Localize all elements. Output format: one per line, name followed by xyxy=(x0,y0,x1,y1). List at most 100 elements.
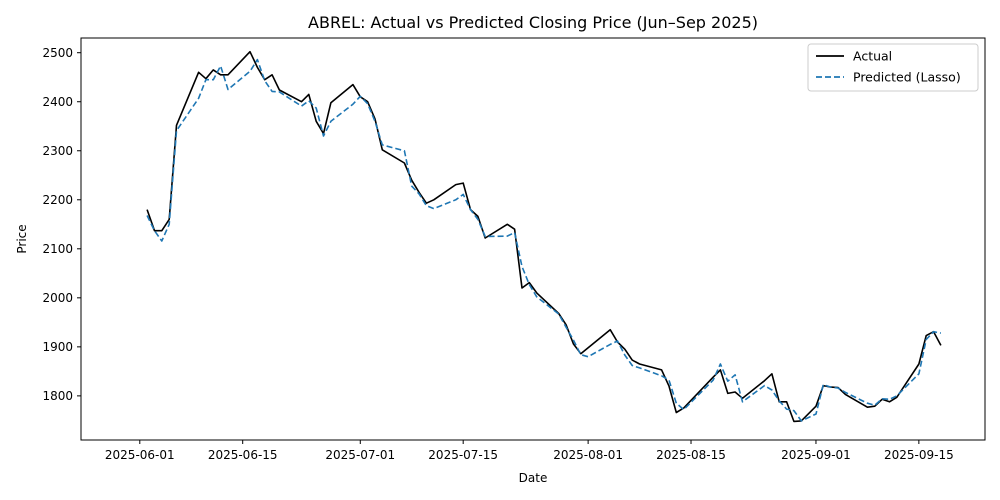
data-point xyxy=(161,230,163,232)
data-point xyxy=(683,409,685,411)
data-point xyxy=(580,354,582,356)
data-point xyxy=(536,296,538,298)
data-point xyxy=(558,313,560,315)
data-point xyxy=(315,120,317,122)
data-point xyxy=(521,287,523,289)
data-point xyxy=(462,194,464,196)
data-point xyxy=(742,401,744,403)
data-point xyxy=(506,235,508,237)
data-point xyxy=(257,59,259,61)
data-point xyxy=(227,74,229,76)
data-point xyxy=(477,216,479,218)
data-point xyxy=(426,205,428,207)
data-point xyxy=(514,228,516,230)
data-point xyxy=(418,193,420,195)
data-point xyxy=(639,367,641,369)
data-point xyxy=(521,266,523,268)
data-point xyxy=(528,282,530,284)
data-point xyxy=(198,71,200,73)
series-actual xyxy=(146,50,942,423)
data-point xyxy=(154,230,156,232)
data-point xyxy=(727,380,729,382)
x-tick-label: 2025-08-15 xyxy=(656,448,726,462)
y-tick-label: 2500 xyxy=(42,46,73,60)
data-point xyxy=(675,412,677,414)
data-point xyxy=(330,102,332,104)
x-tick-label: 2025-06-01 xyxy=(105,448,175,462)
data-point xyxy=(271,74,273,76)
data-point xyxy=(411,185,413,187)
x-axis: 2025-06-01 2025-06-15 2025-07-01 2025-07-15… xyxy=(105,440,954,462)
data-point xyxy=(573,343,575,345)
x-tick-label: 2025-08-01 xyxy=(553,448,623,462)
data-point xyxy=(565,326,567,328)
data-point xyxy=(212,79,214,81)
data-point xyxy=(815,405,817,407)
data-point xyxy=(264,80,266,82)
legend: Actual Predicted (Lasso) xyxy=(807,43,979,92)
data-point xyxy=(668,379,670,381)
y-tick-label: 2300 xyxy=(42,144,73,158)
data-point xyxy=(315,107,317,109)
data-point xyxy=(433,199,435,201)
data-point xyxy=(925,335,927,337)
data-point xyxy=(257,67,259,69)
data-point xyxy=(720,363,722,365)
data-point xyxy=(786,408,788,410)
data-point xyxy=(734,374,736,376)
data-point xyxy=(528,284,530,286)
data-point xyxy=(889,401,891,403)
data-point xyxy=(631,365,633,367)
data-point xyxy=(867,406,869,408)
x-tick-label: 2025-06-15 xyxy=(208,448,278,462)
data-point xyxy=(462,182,464,184)
x-axis-label: Date xyxy=(519,471,548,485)
data-point xyxy=(624,348,626,350)
data-point xyxy=(573,339,575,341)
data-point xyxy=(433,208,435,210)
data-point xyxy=(146,209,148,211)
data-point xyxy=(668,385,670,387)
data-point xyxy=(323,135,325,137)
data-point xyxy=(940,345,942,347)
data-point xyxy=(381,144,383,146)
x-tick-label: 2025-07-15 xyxy=(428,448,498,462)
data-point xyxy=(220,65,222,67)
data-point xyxy=(639,363,641,365)
data-point xyxy=(800,420,802,422)
data-point xyxy=(675,402,677,404)
series-layer xyxy=(146,50,942,423)
data-point xyxy=(374,120,376,122)
y-tick-label: 1800 xyxy=(42,389,73,403)
data-point xyxy=(712,379,714,381)
data-point xyxy=(359,95,361,97)
data-point xyxy=(925,339,927,341)
y-axis: 1800 1900 2000 2100 2200 2300 2400 2500 xyxy=(42,46,81,403)
series-predicted xyxy=(146,58,942,422)
data-point xyxy=(918,363,920,365)
data-point xyxy=(661,369,663,371)
data-point xyxy=(168,219,170,221)
data-point xyxy=(536,292,538,294)
y-axis-label: Price xyxy=(15,224,29,253)
data-point xyxy=(352,84,354,86)
y-tick-label: 2200 xyxy=(42,193,73,207)
data-point xyxy=(837,387,839,389)
data-point xyxy=(176,124,178,126)
data-point xyxy=(367,103,369,105)
data-point xyxy=(933,331,935,333)
data-point xyxy=(176,130,178,132)
data-point xyxy=(918,373,920,375)
data-point xyxy=(484,236,486,238)
data-point xyxy=(279,89,281,91)
legend-label-actual: Actual xyxy=(853,49,892,64)
data-point xyxy=(727,393,729,395)
data-point xyxy=(168,223,170,225)
data-point xyxy=(845,394,847,396)
x-tick-label: 2025-07-01 xyxy=(325,448,395,462)
x-tick-label: 2025-09-01 xyxy=(781,448,851,462)
series-line xyxy=(146,50,942,423)
data-point xyxy=(301,105,303,107)
data-point xyxy=(477,219,479,221)
data-point xyxy=(212,69,214,71)
